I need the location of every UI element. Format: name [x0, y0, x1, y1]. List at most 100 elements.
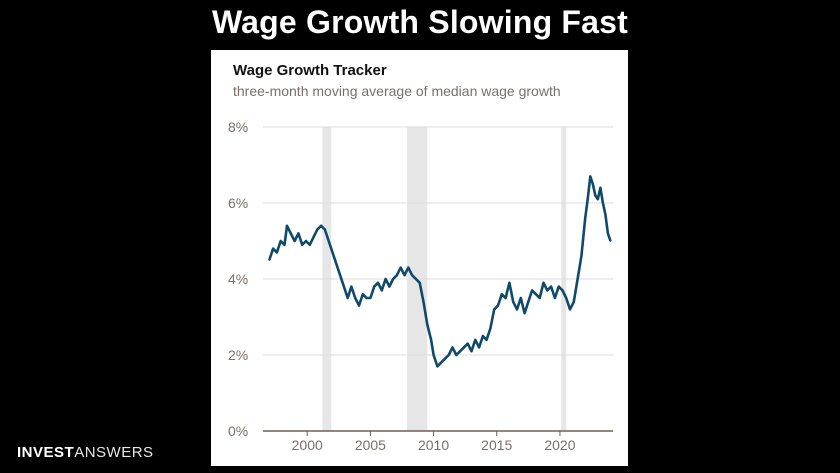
- data-point: [478, 346, 480, 349]
- data-point: [508, 281, 511, 284]
- data-point: [411, 274, 413, 277]
- data-point: [565, 297, 568, 299]
- data-point: [459, 350, 462, 353]
- data-point: [403, 274, 406, 277]
- y-tick-label: 6%: [228, 195, 248, 211]
- chart-subtitle: three-month moving average of median wag…: [233, 83, 561, 99]
- y-tick-label: 0%: [228, 423, 248, 439]
- data-point: [572, 300, 575, 303]
- data-point: [268, 259, 271, 261]
- series-line-0: [268, 175, 612, 368]
- data-point: [361, 293, 364, 296]
- brand-answers: ANSWERS: [74, 444, 154, 461]
- data-point: [535, 293, 537, 296]
- y-tick-label: 2%: [228, 347, 248, 363]
- data-point: [293, 240, 296, 242]
- data-point: [447, 354, 450, 356]
- data-point: [516, 308, 518, 311]
- data-point: [396, 274, 398, 277]
- data-point: [561, 289, 564, 292]
- data-point: [369, 297, 372, 299]
- data-point: [519, 297, 522, 299]
- data-point: [531, 289, 534, 292]
- data-point: [550, 285, 552, 288]
- data-point: [331, 251, 334, 254]
- data-point: [504, 297, 507, 299]
- data-point: [586, 198, 589, 201]
- data-point: [430, 338, 432, 341]
- data-point: [609, 240, 612, 242]
- data-point: [301, 243, 304, 246]
- data-point: [607, 232, 609, 235]
- data-point: [557, 285, 560, 288]
- data-point: [451, 346, 454, 349]
- data-point: [594, 194, 597, 197]
- data-point: [377, 281, 379, 284]
- brand-invest: INVEST: [17, 444, 75, 461]
- data-point: [297, 232, 300, 235]
- data-point: [485, 338, 488, 341]
- data-point: [407, 266, 410, 269]
- data-point: [523, 312, 526, 315]
- data-point: [463, 346, 465, 349]
- data-point: [289, 232, 292, 235]
- brand-logo: INVESTANSWERS: [17, 444, 154, 461]
- data-point: [426, 323, 429, 326]
- data-point: [591, 183, 594, 185]
- data-point: [312, 236, 315, 239]
- data-point: [392, 278, 395, 280]
- data-point: [350, 285, 353, 288]
- data-point: [324, 228, 326, 231]
- data-point: [283, 243, 286, 246]
- data-point: [481, 335, 484, 337]
- data-point: [440, 361, 443, 364]
- data-point: [474, 338, 477, 341]
- data-point: [493, 308, 496, 311]
- data-point: [320, 224, 323, 227]
- data-point: [436, 365, 439, 368]
- data-point: [373, 285, 376, 288]
- y-tick-label: 4%: [228, 271, 248, 287]
- data-point: [553, 297, 556, 299]
- data-point: [599, 186, 602, 189]
- data-point: [354, 297, 357, 299]
- data-point: [422, 300, 425, 303]
- x-tick-label: 2015: [481, 437, 512, 453]
- data-point: [316, 228, 319, 231]
- data-point: [388, 285, 391, 288]
- data-point: [589, 175, 592, 178]
- data-point: [497, 304, 499, 307]
- data-point: [604, 213, 607, 216]
- data-point: [538, 297, 541, 299]
- data-point: [542, 281, 545, 284]
- data-point: [365, 297, 368, 299]
- data-point: [584, 217, 587, 220]
- data-point: [279, 240, 282, 242]
- chart-panel: Wage Growth Tracker three-month moving a…: [211, 50, 628, 466]
- x-tick-label: 2010: [418, 437, 449, 453]
- data-point: [339, 274, 341, 277]
- data-point: [576, 278, 579, 280]
- y-tick-label: 8%: [228, 119, 248, 135]
- data-point: [601, 202, 604, 204]
- x-tick-label: 2005: [355, 437, 386, 453]
- data-point: [546, 289, 549, 292]
- data-point: [512, 300, 515, 303]
- data-point: [272, 247, 275, 250]
- data-point: [414, 278, 417, 280]
- data-point: [527, 300, 530, 303]
- data-point: [580, 255, 583, 258]
- line-chart: 0% 2% 4% 6% 8% 2000 2005 2010 2015 2020: [228, 119, 613, 453]
- data-point: [418, 281, 421, 284]
- data-point: [346, 297, 349, 299]
- x-tick-label: 2020: [544, 437, 575, 453]
- data-point: [500, 293, 503, 296]
- data-point: [444, 357, 446, 360]
- data-point: [380, 289, 383, 292]
- data-point: [342, 285, 345, 288]
- data-point: [489, 327, 492, 330]
- data-point: [275, 251, 278, 254]
- data-point: [384, 278, 387, 280]
- slide-title: Wage Growth Slowing Fast: [211, 4, 629, 40]
- data-point: [399, 266, 402, 269]
